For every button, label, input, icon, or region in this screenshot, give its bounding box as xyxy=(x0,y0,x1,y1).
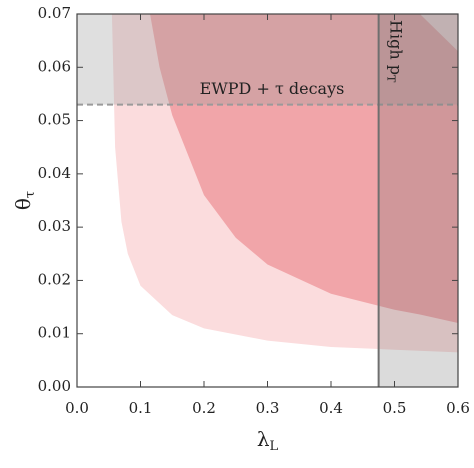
y-axis-symbol: θ xyxy=(11,198,35,210)
y-tick-label: 0.02 xyxy=(38,270,71,288)
plot-area xyxy=(77,14,458,387)
x-tick-label: 0.3 xyxy=(256,399,280,417)
x-tick-label: 0.1 xyxy=(129,399,153,417)
region xyxy=(150,14,458,324)
exclusion-area xyxy=(77,14,458,105)
x-axis-sub: L xyxy=(270,439,279,454)
y-tick-label: 0.04 xyxy=(38,164,71,182)
y-axis-label: θτ xyxy=(11,191,38,210)
y-tick-label: 0.01 xyxy=(38,324,71,342)
exclusion-area xyxy=(378,14,458,387)
annotation-sub: T xyxy=(385,75,398,83)
x-tick-label: 0.0 xyxy=(65,399,89,417)
y-tick-label: 0.05 xyxy=(38,111,71,129)
x-axis-symbol: λ xyxy=(257,427,270,451)
annotation: High pT xyxy=(385,20,407,83)
y-axis-sub: τ xyxy=(23,191,38,198)
x-tick-label: 0.2 xyxy=(192,399,216,417)
x-tick-label: 0.5 xyxy=(383,399,407,417)
x-tick-label: 0.6 xyxy=(446,399,470,417)
x-tick-label: 0.4 xyxy=(319,399,343,417)
y-tick-label: 0.06 xyxy=(38,57,71,75)
x-axis-label: λL xyxy=(257,427,279,454)
annotation: EWPD + τ decays xyxy=(200,79,345,98)
annotation-text: High p xyxy=(387,20,406,75)
y-tick-label: 0.03 xyxy=(38,217,71,235)
y-tick-label: 0.07 xyxy=(38,4,71,22)
y-tick-label: 0.00 xyxy=(38,377,71,395)
